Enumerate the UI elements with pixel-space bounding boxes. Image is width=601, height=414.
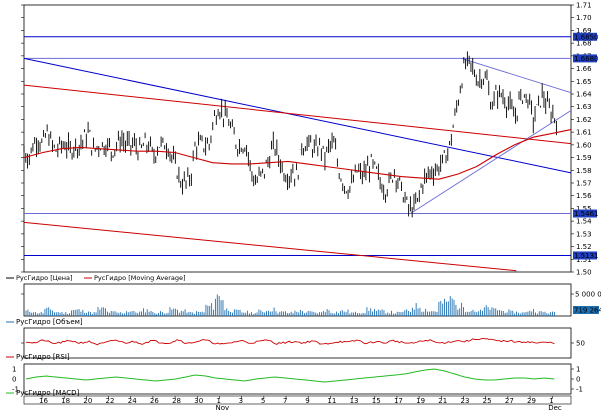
x-tick-label: 25 (483, 397, 492, 405)
volume-legend-label: РусГидро [Объем] (16, 318, 83, 326)
channel-lower-line (410, 110, 572, 214)
trendline (23, 57, 572, 174)
date-axis: 16 18 20 22 24 26 28 30 1 3 5 7 9 11 13 15 17 19 21 23 25 27 2… (23, 395, 572, 412)
macd-line (25, 368, 555, 383)
price-panel: 1.711.701.691.681.671.661.651.641.631.62… (6, 2, 599, 282)
x-tick-label: 7 (283, 397, 287, 405)
trendline (23, 221, 517, 272)
channel-upper-line (461, 57, 572, 94)
y-tick-label: 1.51 (576, 256, 592, 264)
y-tick-label: 1.52 (576, 243, 592, 251)
y-tick-label: 1.62 (576, 116, 592, 124)
y-tick-label: 1.56 (576, 192, 592, 200)
y-tick-label: 1.63 (576, 103, 592, 111)
macd-tick-label-left: 1 (12, 366, 16, 374)
y-tick-label: 1.54 (576, 218, 592, 226)
x-tick-label: 21 (438, 397, 447, 405)
y-tick-label: 1.57 (576, 180, 592, 188)
x-axis-frame (23, 395, 572, 405)
macd-tick-label: 1 (576, 366, 580, 374)
y-tick-label: 1.55 (576, 205, 592, 213)
y-tick-label: 1.50 (576, 269, 592, 277)
y-tick-label: 1.58 (576, 167, 592, 175)
x-tick-label: 15 (372, 397, 381, 405)
x-tick-label: 3 (239, 397, 243, 405)
y-tick-label: 1.66 (576, 65, 592, 73)
legend-label: РусГидро [Moving Average] (94, 274, 186, 282)
volume-last-badge (573, 306, 599, 314)
x-tick-label: 5 (261, 397, 265, 405)
rsi-tick-label: 50 (576, 340, 585, 348)
level-badge (573, 32, 597, 41)
x-tick-label: 9 (305, 397, 309, 405)
trendline (23, 84, 572, 145)
y-tick-label: 1.69 (576, 27, 592, 35)
x-tick-label: 19 (416, 397, 425, 405)
macd-legend-label: РусГидро [MACD] (16, 389, 80, 397)
x-tick-label: 18 (61, 397, 70, 405)
volume-tick-label: 5 000 000 (575, 291, 601, 299)
volume-plot-frame (23, 283, 572, 317)
level-badge (573, 251, 597, 260)
rsi-line (26, 337, 555, 346)
y-tick-label: 1.53 (576, 230, 592, 238)
x-tick-label: 16 (39, 397, 48, 405)
y-tick-label: 1.61 (576, 129, 592, 137)
x-tick-label: 26 (150, 397, 159, 405)
x-tick-label: 29 (527, 397, 536, 405)
x-tick-label: 30 (194, 397, 203, 405)
y-tick-label: 1.65 (576, 78, 592, 86)
level-badge (573, 209, 597, 218)
level-label: 1.6680 (574, 55, 599, 63)
legend-label: РусГидро [Цена] (16, 274, 73, 282)
level-label: 1.6850 (574, 33, 599, 41)
month-label: Dec (548, 404, 562, 412)
x-tick-label: 1 (216, 397, 220, 405)
volume-panel: 5 000 000 719 264 РусГидро [Объем] (6, 283, 601, 326)
y-tick-label: 1.59 (576, 154, 592, 162)
rsi-panel: 50 РусГидро [RSI] (6, 327, 585, 361)
y-tick-label: 1.64 (576, 91, 592, 99)
level-label: 1.5461 (574, 210, 599, 218)
macd-tick-label-left: -1 (12, 386, 19, 394)
y-tick-label: 1.60 (576, 141, 592, 149)
y-tick-label: 1.68 (576, 40, 592, 48)
macd-tick-label-left: 0 (12, 376, 16, 384)
level-label: 1.5131 (574, 252, 599, 260)
level-badge (573, 54, 597, 63)
x-tick-label: 27 (505, 397, 514, 405)
x-tick-label: 1 (549, 397, 553, 405)
x-tick-label: 24 (128, 397, 137, 405)
moving-average-line (23, 129, 572, 180)
x-tick-label: 17 (394, 397, 403, 405)
month-label: Nov (215, 404, 229, 412)
x-tick-label: 22 (106, 397, 115, 405)
y-tick-label: 1.70 (576, 14, 592, 22)
rsi-legend-label: РусГидро [RSI] (16, 353, 70, 361)
rsi-plot-frame (23, 327, 572, 359)
volume-last-label: 719 264 (574, 307, 601, 315)
x-tick-label: 13 (350, 397, 359, 405)
x-tick-label: 28 (172, 397, 181, 405)
macd-tick-label: 0 (576, 376, 580, 384)
y-tick-label: 1.71 (576, 2, 592, 10)
price-plot-frame (23, 4, 572, 273)
x-tick-label: 23 (460, 397, 469, 405)
macd-tick-label: -1 (576, 386, 583, 394)
x-tick-label: 11 (327, 397, 336, 405)
x-tick-label: 20 (83, 397, 92, 405)
